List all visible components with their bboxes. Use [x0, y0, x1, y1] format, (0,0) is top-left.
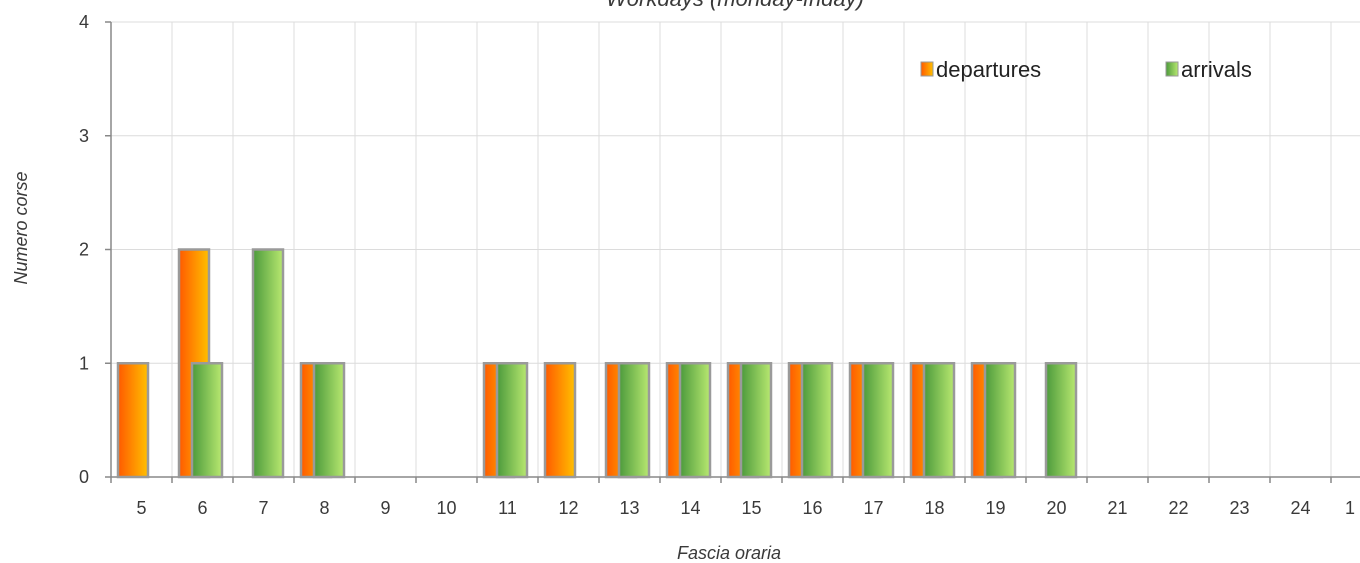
y-tick-label: 3: [79, 126, 89, 146]
x-tick-label: 5: [136, 498, 146, 518]
x-tick-label: 11: [498, 498, 517, 518]
bar-arrivals-18: [922, 362, 956, 479]
bar-arrivals-7: [251, 248, 285, 479]
x-tick-label: 12: [558, 498, 578, 518]
bar-arrivals-11: [495, 362, 529, 479]
legend-label-arrivals: arrivals: [1181, 57, 1252, 82]
x-tick-label: 16: [802, 498, 822, 518]
x-axis-title: Fascia oraria: [677, 543, 781, 563]
bar-departures-12: [543, 362, 577, 479]
x-tick-label: 14: [680, 498, 700, 518]
bar-arrivals-16: [800, 362, 834, 479]
x-tick-label: 22: [1168, 498, 1188, 518]
bar-series: [116, 248, 1078, 479]
y-tick-label: 1: [79, 353, 89, 373]
x-tick-label: 15: [741, 498, 761, 518]
bar-arrivals-13: [617, 362, 651, 479]
bar-arrivals-17: [861, 362, 895, 479]
y-tick-label: 2: [79, 240, 89, 260]
legend-swatch-arrivals: [1165, 61, 1179, 77]
x-tick-label: 18: [924, 498, 944, 518]
x-tick-label: 23: [1229, 498, 1249, 518]
x-tick-label: 7: [258, 498, 268, 518]
x-tick-labels: 5 6 7 8 9 10 11 12 13 14 15 16 17 18 19 20 21 22 23 24 1: [110, 477, 1355, 518]
gridlines: [111, 21, 1360, 478]
x-tick-label: 21: [1107, 498, 1127, 518]
y-tick-labels: 0 1 2 3 4: [79, 12, 111, 487]
legend-label-departures: departures: [936, 57, 1041, 82]
y-axis-title: Numero corse: [11, 171, 31, 284]
x-tick-label: 19: [985, 498, 1005, 518]
x-tick-label: 8: [319, 498, 329, 518]
bar-arrivals-20: [1044, 362, 1078, 479]
x-tick-label: 1: [1345, 498, 1355, 518]
y-tick-label: 0: [79, 467, 89, 487]
x-tick-label: 24: [1290, 498, 1310, 518]
bar-arrivals-8: [312, 362, 346, 479]
legend-swatch-departures: [920, 61, 934, 77]
bar-arrivals-15: [739, 362, 773, 479]
x-tick-label: 20: [1046, 498, 1066, 518]
x-tick-label: 6: [197, 498, 207, 518]
x-tick-label: 10: [436, 498, 456, 518]
bar-departures-5: [116, 362, 150, 479]
x-tick-label: 9: [380, 498, 390, 518]
x-tick-label: 13: [619, 498, 639, 518]
bar-arrivals-14: [678, 362, 712, 479]
bar-arrivals-19: [983, 362, 1017, 479]
legend: departures arrivals: [920, 57, 1252, 82]
x-tick-label: 17: [863, 498, 883, 518]
chart-title: Workdays (monday-friday): [606, 0, 864, 11]
y-tick-label: 4: [79, 12, 89, 32]
bar-arrivals-6: [190, 362, 224, 479]
